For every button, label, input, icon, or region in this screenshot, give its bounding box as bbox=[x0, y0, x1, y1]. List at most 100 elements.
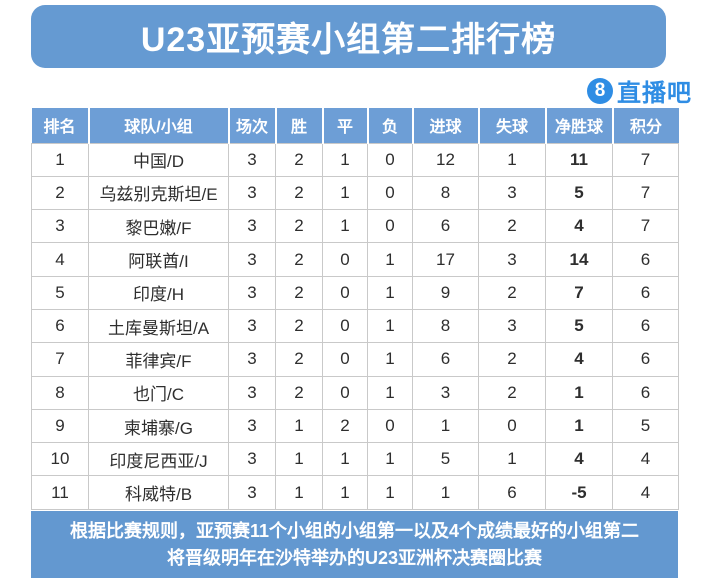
column-header-9: 积分 bbox=[611, 108, 679, 143]
rank-cell: 6 bbox=[31, 308, 89, 344]
stat-cell: 1 bbox=[545, 408, 613, 444]
brand-logo: 8 直播吧 bbox=[587, 73, 692, 108]
stat-cell: 1 bbox=[322, 175, 368, 211]
team-cell: 也门/C bbox=[88, 375, 229, 410]
stat-cell: 3 bbox=[228, 275, 276, 310]
stat-cell: 1 bbox=[367, 375, 413, 410]
table-row: 2 乌兹别克斯坦/E 3 2 1 0 8 3 5 7 bbox=[31, 175, 679, 211]
stat-cell: 1 bbox=[367, 442, 413, 477]
stat-cell: 3 bbox=[228, 342, 276, 377]
stat-cell: 0 bbox=[322, 242, 368, 277]
stat-cell: 7 bbox=[545, 275, 613, 310]
team-cell: 印度尼西亚/J bbox=[88, 442, 229, 477]
stat-cell: 7 bbox=[612, 175, 679, 211]
stat-cell: 5 bbox=[545, 175, 613, 211]
table-header-row: 排名 球队/小组 场次胜平负进球 失球 净胜球 积分 bbox=[31, 108, 679, 143]
stat-cell: 5 bbox=[612, 408, 679, 444]
rank-cell: 1 bbox=[31, 142, 89, 177]
table-row: 7 菲律宾/F 3 2 0 1 6 2 4 6 bbox=[31, 342, 679, 377]
rank-cell: 7 bbox=[31, 342, 89, 377]
stat-cell: 0 bbox=[367, 142, 413, 177]
column-header-3: 胜 bbox=[274, 108, 323, 143]
column-header-7: 失球 bbox=[477, 108, 546, 143]
stat-cell: 3 bbox=[228, 308, 276, 344]
stat-cell: 3 bbox=[228, 408, 276, 444]
stat-cell: 4 bbox=[545, 342, 613, 377]
stat-cell: 4 bbox=[545, 209, 613, 244]
stat-cell: 3 bbox=[412, 375, 479, 410]
stat-cell: 6 bbox=[412, 342, 479, 377]
stat-cell: 6 bbox=[612, 242, 679, 277]
stat-cell: 2 bbox=[275, 275, 323, 310]
stat-cell: 2 bbox=[322, 408, 368, 444]
stat-cell: 1 bbox=[367, 475, 413, 510]
stat-cell: 9 bbox=[412, 275, 479, 310]
table-row: 4 阿联酋/I 3 2 0 1 17 3 14 6 bbox=[31, 242, 679, 277]
stat-cell: 4 bbox=[612, 475, 679, 510]
stat-cell: 3 bbox=[478, 308, 546, 344]
stat-cell: 3 bbox=[228, 375, 276, 410]
footer-note: 根据比赛规则，亚预赛11个小组的小组第一以及4个成绩最好的小组第二 将晋级明年在… bbox=[31, 511, 678, 578]
stat-cell: 0 bbox=[322, 375, 368, 410]
footer-line-2: 将晋级明年在沙特举办的U23亚洲杯决赛圈比赛 bbox=[166, 547, 543, 568]
stat-cell: 5 bbox=[412, 442, 479, 477]
stat-cell: 4 bbox=[545, 442, 613, 477]
stat-cell: 1 bbox=[275, 408, 323, 444]
stat-cell: 1 bbox=[478, 442, 546, 477]
stat-cell: 1 bbox=[275, 442, 323, 477]
stat-cell: 8 bbox=[412, 308, 479, 344]
stat-cell: 3 bbox=[228, 142, 276, 177]
rank-cell: 10 bbox=[31, 442, 89, 477]
stat-cell: 1 bbox=[412, 475, 479, 510]
stat-cell: 3 bbox=[228, 475, 276, 510]
stat-cell: 6 bbox=[612, 275, 679, 310]
stat-cell: 2 bbox=[478, 342, 546, 377]
team-cell: 印度/H bbox=[88, 275, 229, 310]
stat-cell: 6 bbox=[612, 342, 679, 377]
stat-cell: 6 bbox=[412, 209, 479, 244]
stat-cell: 6 bbox=[478, 475, 546, 510]
stat-cell: 0 bbox=[478, 408, 546, 444]
stat-cell: 4 bbox=[612, 442, 679, 477]
team-cell: 黎巴嫩/F bbox=[88, 209, 229, 244]
team-cell: 乌兹别克斯坦/E bbox=[88, 175, 229, 211]
column-header-6: 进球 bbox=[411, 108, 479, 143]
column-header-5: 负 bbox=[366, 108, 413, 143]
stat-cell: 6 bbox=[612, 308, 679, 344]
stat-cell: 1 bbox=[545, 375, 613, 410]
stat-cell: 2 bbox=[478, 275, 546, 310]
table-body: 1 中国/D 3 2 1 0 12 1 11 7 2 乌兹别克斯坦/E 3 2 1 0 8 3 5 7 3 黎巴嫩/F 3 2… bbox=[31, 142, 679, 510]
stat-cell: 8 bbox=[412, 175, 479, 211]
stat-cell: 0 bbox=[367, 175, 413, 211]
team-cell: 菲律宾/F bbox=[88, 342, 229, 377]
title-banner: U23亚预赛小组第二排行榜 bbox=[31, 5, 666, 68]
stat-cell: 1 bbox=[322, 209, 368, 244]
stat-cell: 3 bbox=[228, 242, 276, 277]
column-header-8: 净胜球 bbox=[544, 108, 613, 143]
rank-cell: 3 bbox=[31, 209, 89, 244]
stat-cell: 1 bbox=[367, 242, 413, 277]
standings-table: 排名 球队/小组 场次胜平负进球 失球 净胜球 积分 1 中国/D 3 2 1 0 12 1 11 7 2 乌兹… bbox=[31, 108, 679, 510]
stat-cell: 1 bbox=[322, 142, 368, 177]
stat-cell: 2 bbox=[275, 175, 323, 211]
stat-cell: 2 bbox=[275, 142, 323, 177]
stat-cell: 0 bbox=[322, 275, 368, 310]
table-row: 3 黎巴嫩/F 3 2 1 0 6 2 4 7 bbox=[31, 209, 679, 244]
stat-cell: 7 bbox=[612, 209, 679, 244]
rank-cell: 9 bbox=[31, 408, 89, 444]
stat-cell: 0 bbox=[322, 308, 368, 344]
stat-cell: 2 bbox=[275, 342, 323, 377]
stat-cell: 1 bbox=[367, 342, 413, 377]
stat-cell: 1 bbox=[367, 308, 413, 344]
table-row: 5 印度/H 3 2 0 1 9 2 7 6 bbox=[31, 275, 679, 310]
stat-cell: 0 bbox=[367, 209, 413, 244]
stat-cell: 2 bbox=[275, 375, 323, 410]
column-header-4: 平 bbox=[321, 108, 368, 143]
rank-cell: 2 bbox=[31, 175, 89, 211]
team-cell: 科威特/B bbox=[88, 475, 229, 510]
stat-cell: 2 bbox=[478, 209, 546, 244]
column-header-0: 排名 bbox=[31, 108, 89, 143]
stat-cell: 0 bbox=[367, 408, 413, 444]
team-cell: 中国/D bbox=[88, 142, 229, 177]
